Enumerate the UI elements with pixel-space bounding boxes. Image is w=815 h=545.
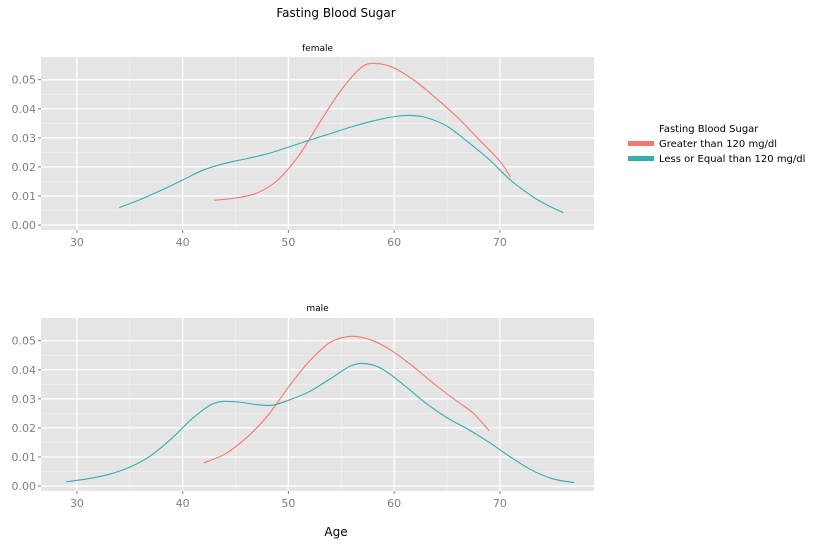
legend-label-greater: Greater than 120 mg/dl	[659, 139, 777, 150]
panel-female: 30 40 50 60 70 0.00 0.01 0.02 0.03 0.04 0.05 female	[12, 44, 594, 249]
x-tick-label: 40	[176, 497, 190, 510]
x-tick-label: 30	[70, 497, 84, 510]
density-line-less-or-equal	[119, 114, 564, 214]
y-tick-label: 0.04	[12, 364, 37, 377]
density-line-greater	[203, 335, 490, 464]
panel-strip-label: male	[306, 304, 329, 314]
x-tick-label: 70	[493, 236, 507, 249]
x-tick-label: 60	[387, 236, 401, 249]
y-tick-label: 0.01	[12, 190, 37, 203]
panel-background	[41, 57, 594, 230]
density-line-less-or-equal	[66, 362, 575, 484]
x-tick-label: 60	[387, 497, 401, 510]
legend-entry-less-or-equal: Less or Equal than 120 mg/dl	[628, 154, 805, 165]
legend-entry-greater: Greater than 120 mg/dl	[628, 139, 777, 150]
x-tick-label: 50	[281, 497, 295, 510]
panel-male: 30 40 50 60 70 0.00 0.01 0.02 0.03 0.04 0.05 male	[12, 304, 594, 510]
y-tick-label: 0.02	[12, 422, 37, 435]
y-tick-label: 0.03	[12, 132, 37, 145]
legend-label-less-or-equal: Less or Equal than 120 mg/dl	[659, 154, 805, 165]
y-tick-label: 0.00	[12, 480, 37, 493]
y-tick-label: 0.04	[12, 103, 37, 116]
y-tick-label: 0.02	[12, 161, 37, 174]
x-tick-label: 30	[70, 236, 84, 249]
chart-title: Fasting Blood Sugar	[276, 6, 395, 20]
y-tick-label: 0.05	[12, 74, 37, 87]
y-tick-label: 0.03	[12, 393, 37, 406]
legend: Fasting Blood Sugar Greater than 120 mg/…	[628, 124, 805, 165]
x-tick-label: 50	[281, 236, 295, 249]
legend-key-greater	[628, 141, 654, 146]
y-tick-label: 0.01	[12, 451, 37, 464]
x-tick-label: 40	[176, 236, 190, 249]
density-line-greater	[214, 62, 511, 201]
panel-strip-label: female	[302, 44, 333, 54]
x-tick-label: 70	[493, 497, 507, 510]
legend-title: Fasting Blood Sugar	[659, 124, 759, 135]
y-tick-label: 0.05	[12, 335, 37, 348]
legend-key-less-or-equal	[628, 156, 654, 161]
x-axis-title: Age	[324, 525, 347, 539]
panel-background	[41, 318, 594, 491]
y-tick-label: 0.00	[12, 219, 37, 232]
